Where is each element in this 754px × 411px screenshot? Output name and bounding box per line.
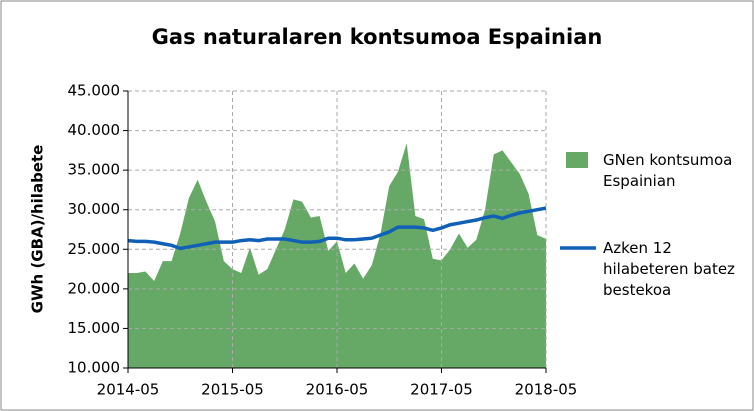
x-tick-label: 2015-05	[201, 381, 264, 399]
line	[127, 206, 547, 251]
y-tick-label: 40.000	[68, 121, 121, 139]
y-tick-label: 25.000	[68, 240, 121, 258]
x-tick-label: 2016-05	[306, 381, 369, 399]
x-tick-label: 2018-05	[515, 381, 578, 399]
y-tick-label: 30.000	[68, 200, 121, 218]
legend-label: GNen kontsumoa Espainian	[603, 151, 733, 190]
y-axis-title: GWh (GBA)/hilabete	[29, 145, 47, 314]
legend-swatch	[566, 152, 588, 168]
x-tick-label: 2014-05	[97, 381, 160, 399]
chart-title: Gas naturalaren kontsumoa Espainian	[152, 25, 603, 49]
x-tick-label: 2017-05	[410, 381, 473, 399]
y-tick-label: 15.000	[68, 319, 121, 337]
y-tick-label: 35.000	[68, 161, 121, 179]
legend-label: Azken 12 hilabeteren batez bestekoa	[603, 239, 735, 299]
y-tick-label: 45.000	[68, 82, 121, 100]
y-tick-label: 20.000	[68, 279, 121, 297]
y-tick-label: 10.000	[68, 359, 121, 377]
